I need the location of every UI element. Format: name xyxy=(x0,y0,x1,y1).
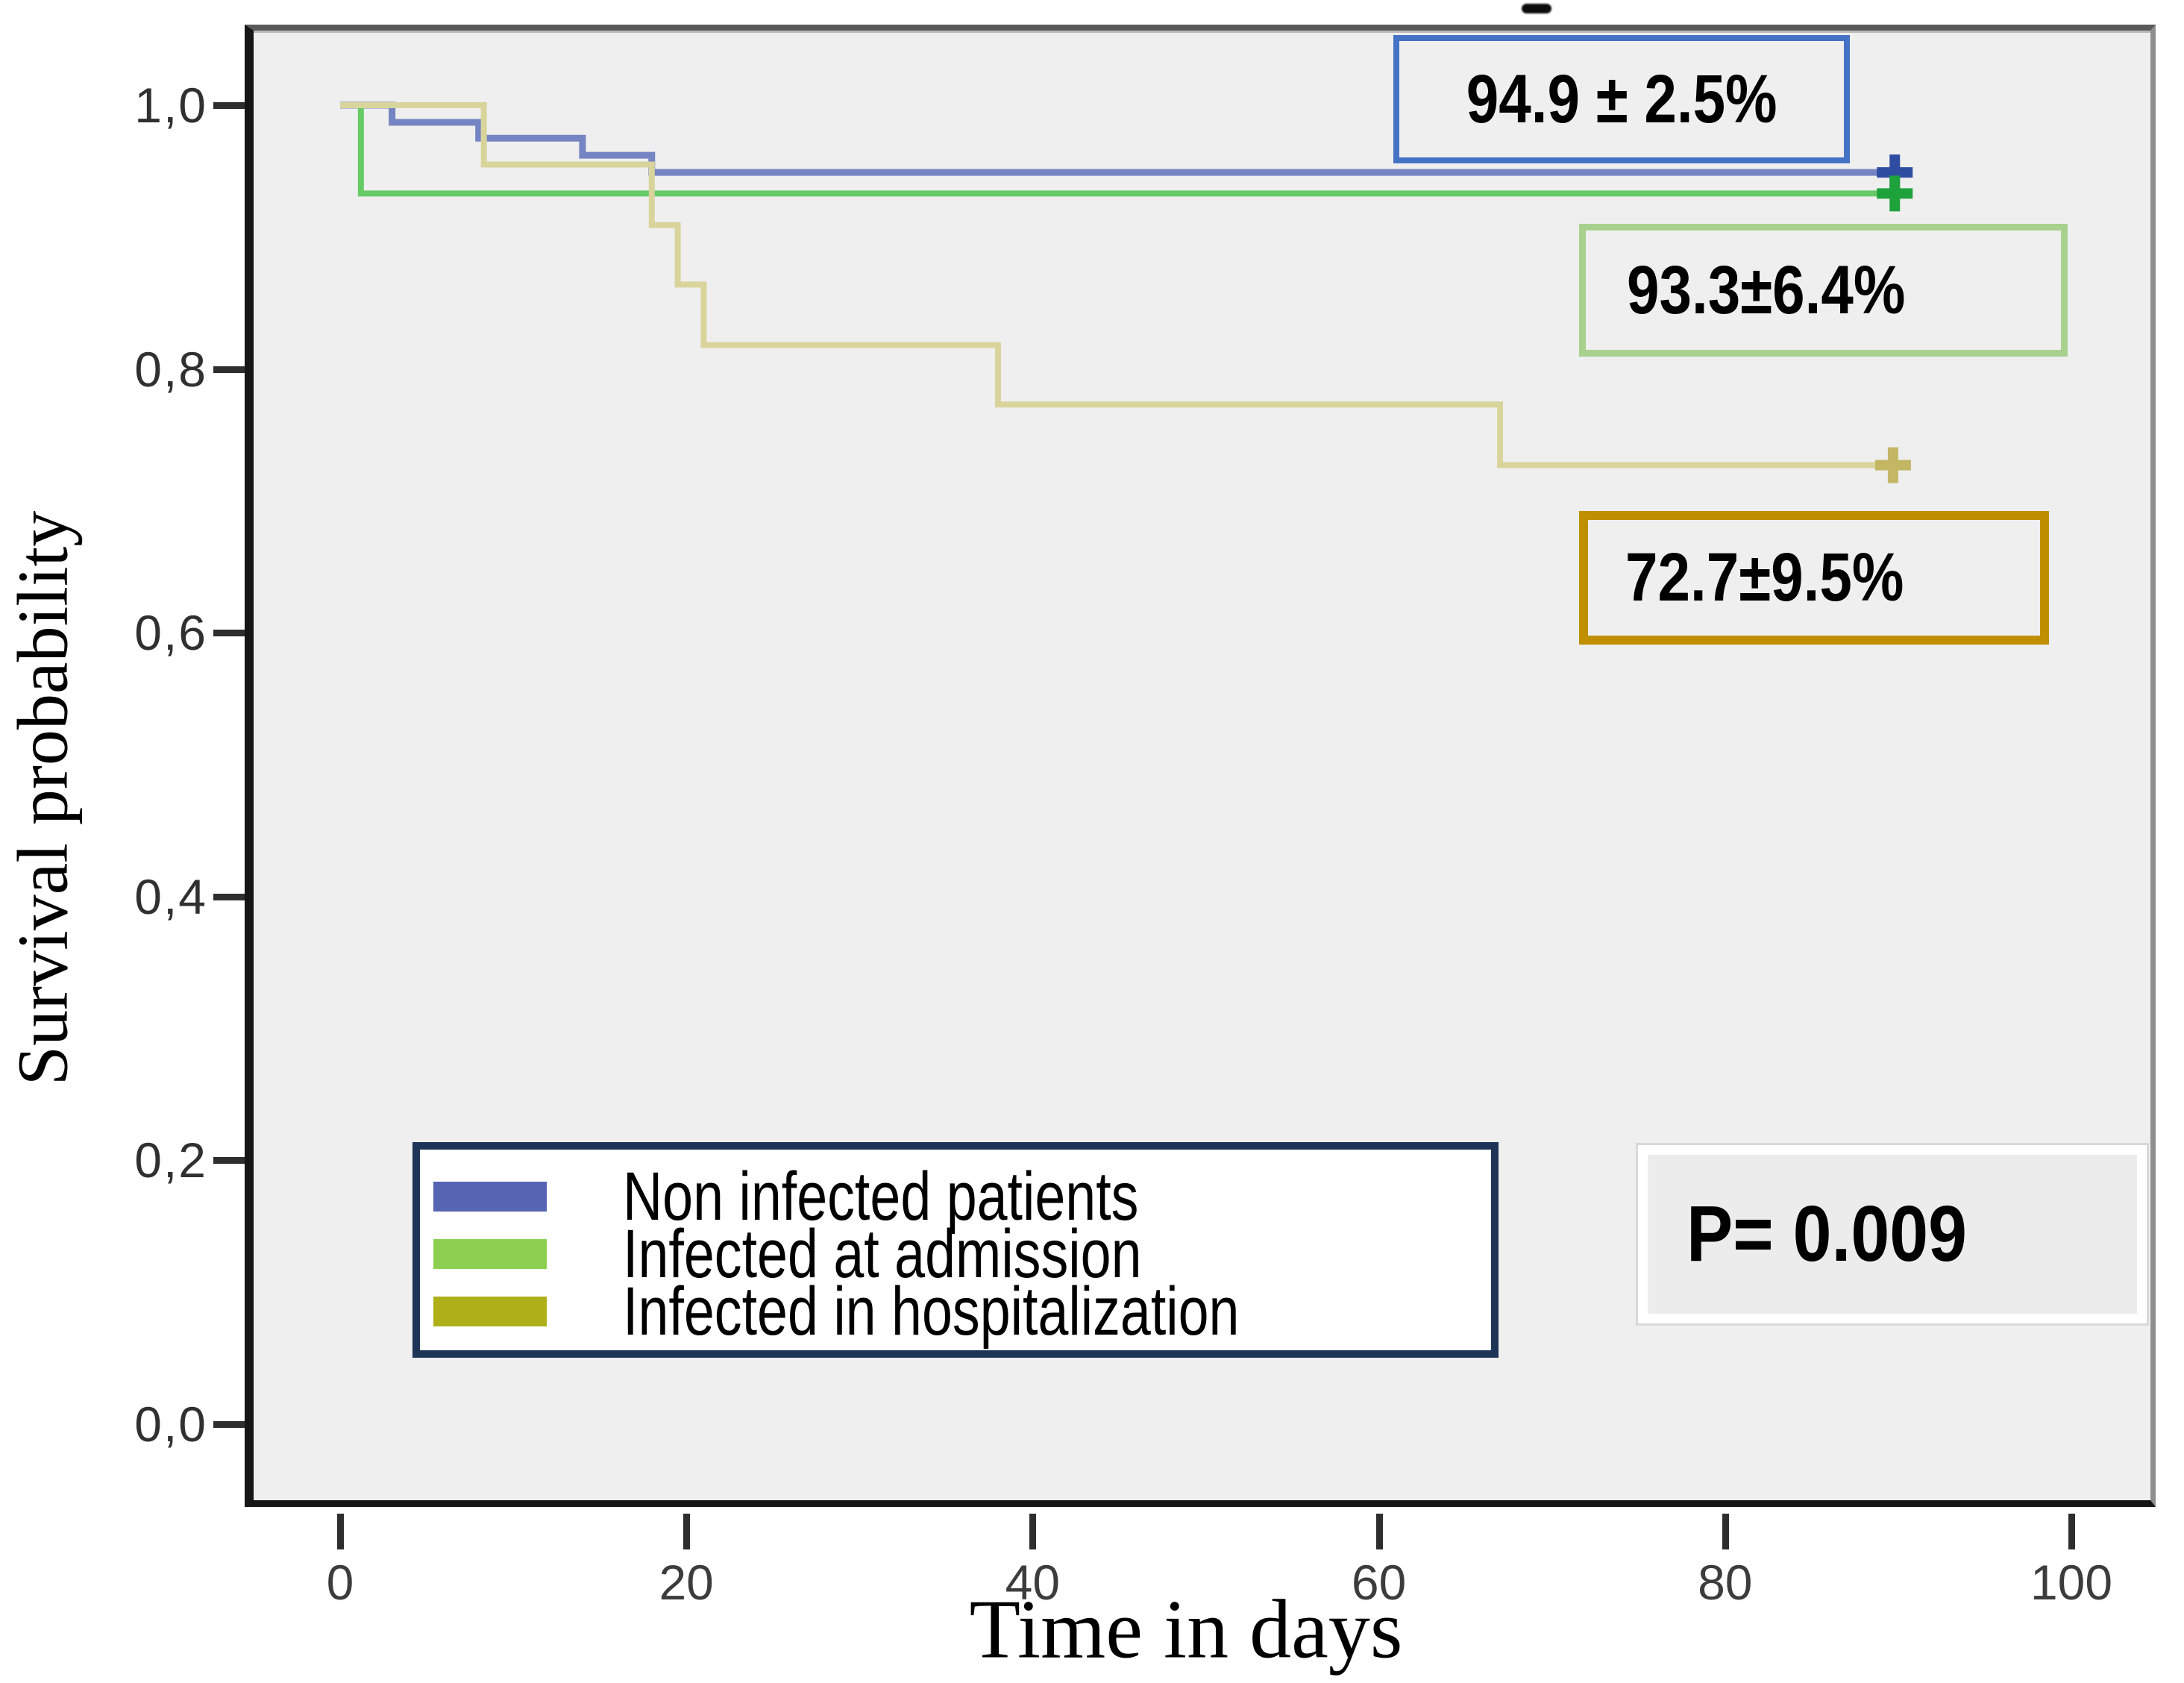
y-tick-label: 0,0 xyxy=(134,1396,207,1452)
x-tick-label: 100 xyxy=(2030,1555,2113,1610)
x-tick-mark xyxy=(2068,1514,2075,1549)
y-tick-mark xyxy=(213,1157,245,1164)
y-tick-label: 0,2 xyxy=(134,1132,207,1188)
legend-label: Non infected patients xyxy=(623,1158,1139,1235)
legend-label: Infected at admission xyxy=(623,1215,1142,1292)
y-tick-label: 0,6 xyxy=(134,605,207,660)
x-tick-mark xyxy=(683,1514,691,1549)
x-tick-mark xyxy=(1375,1514,1383,1549)
x-tick-label: 40 xyxy=(1005,1555,1061,1610)
x-tick-label: 80 xyxy=(1698,1555,1753,1610)
x-axis-title: Time in days xyxy=(969,1583,1403,1676)
y-tick-mark xyxy=(213,893,245,900)
y-tick-mark xyxy=(213,630,245,636)
legend-item-infected-in-hospitalization: Infected in hospitalization xyxy=(433,1273,1491,1350)
y-tick-label: 0,8 xyxy=(134,341,207,397)
annotation-value: 94.9 ± 2.5% xyxy=(1466,60,1777,137)
top-dot-artifact xyxy=(1522,4,1551,13)
p-value-text: P= 0.009 xyxy=(1686,1190,1968,1278)
x-tick-mark xyxy=(1029,1514,1037,1549)
annotation-box-non-infected: 94.9 ± 2.5% xyxy=(1393,35,1850,163)
p-value-box: P= 0.009 xyxy=(1636,1143,2149,1326)
annotation-box-infected-at-admission: 93.3±6.4% xyxy=(1579,224,2068,357)
y-tick-mark xyxy=(213,102,245,109)
legend-swatch-olive xyxy=(433,1296,547,1326)
annotation-value: 93.3±6.4% xyxy=(1627,251,1906,328)
legend-item-non-infected: Non infected patients xyxy=(433,1158,1491,1235)
y-tick-label: 0,4 xyxy=(134,868,207,924)
x-tick-label: 20 xyxy=(659,1555,714,1610)
x-tick-label: 60 xyxy=(1351,1555,1407,1610)
x-tick-mark xyxy=(337,1514,344,1549)
legend-swatch-blue xyxy=(433,1181,547,1212)
legend-swatch-green xyxy=(433,1238,547,1269)
y-tick-label: 1,0 xyxy=(134,78,207,133)
x-tick-label: 0 xyxy=(326,1555,354,1610)
y-axis-title: Survival probability xyxy=(2,510,83,1086)
legend-label: Infected in hospitalization xyxy=(623,1273,1240,1350)
legend-box: Non infected patients Infected at admiss… xyxy=(412,1142,1499,1358)
annotation-value: 72.7±9.5% xyxy=(1625,539,1904,615)
x-tick-mark xyxy=(1722,1514,1729,1549)
legend-item-infected-at-admission: Infected at admission xyxy=(433,1215,1491,1292)
y-tick-mark xyxy=(213,1420,245,1428)
y-tick-mark xyxy=(213,366,245,373)
annotation-box-infected-in-hospitalization: 72.7±9.5% xyxy=(1579,511,2049,645)
